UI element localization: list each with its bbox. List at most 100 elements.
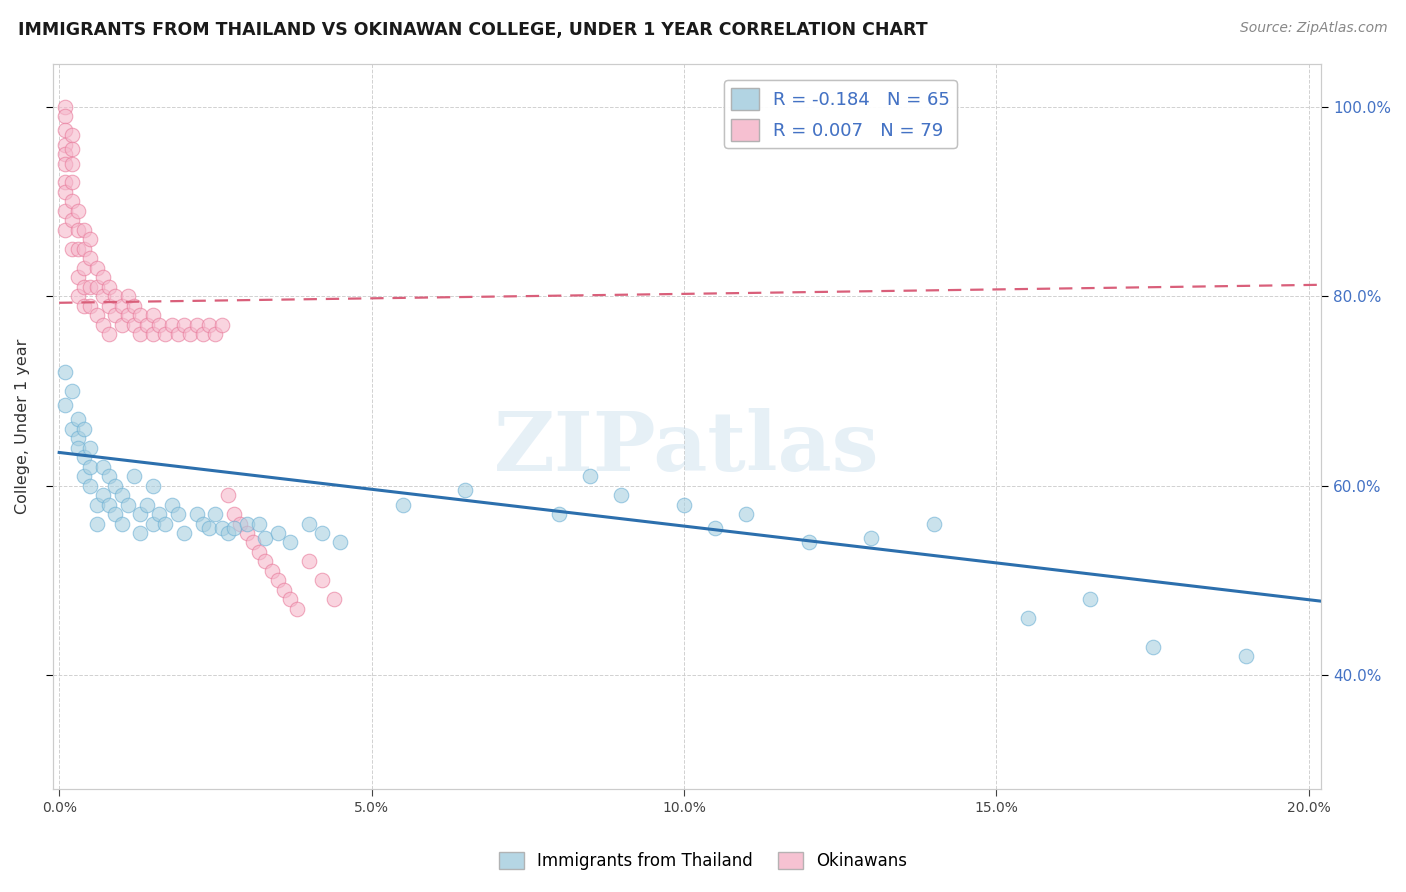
Point <box>311 574 333 588</box>
Point <box>1078 592 1101 607</box>
Point <box>735 507 758 521</box>
Point <box>73 469 96 483</box>
Point <box>73 450 96 465</box>
Point <box>167 507 190 521</box>
Point <box>217 488 239 502</box>
Point <box>60 176 83 190</box>
Point <box>235 516 257 531</box>
Point <box>129 326 152 341</box>
Point <box>91 318 114 332</box>
Point <box>86 260 108 275</box>
Point <box>1017 611 1039 625</box>
Point <box>672 498 695 512</box>
Point <box>454 483 477 498</box>
Point <box>285 601 308 615</box>
Point <box>104 289 127 303</box>
Point <box>142 516 165 531</box>
Point <box>211 521 233 535</box>
Point <box>55 100 77 114</box>
Y-axis label: College, Under 1 year: College, Under 1 year <box>15 339 30 514</box>
Point <box>98 326 121 341</box>
Point <box>55 185 77 199</box>
Point <box>278 535 301 549</box>
Point <box>60 156 83 170</box>
Point <box>60 384 83 398</box>
Point <box>86 516 108 531</box>
Point <box>247 516 270 531</box>
Point <box>167 326 190 341</box>
Point <box>66 412 89 426</box>
Point <box>217 526 239 541</box>
Point <box>73 242 96 256</box>
Point <box>73 279 96 293</box>
Point <box>142 478 165 492</box>
Point <box>186 318 208 332</box>
Point <box>122 469 145 483</box>
Point <box>55 223 77 237</box>
Point <box>173 526 195 541</box>
Point <box>704 521 727 535</box>
Point <box>254 554 277 568</box>
Point <box>186 507 208 521</box>
Text: ZIPatlas: ZIPatlas <box>495 409 880 488</box>
Point <box>211 318 233 332</box>
Point <box>66 270 89 285</box>
Point <box>579 469 602 483</box>
Point <box>98 498 121 512</box>
Point <box>111 488 134 502</box>
Point <box>254 531 277 545</box>
Point <box>79 478 101 492</box>
Point <box>79 459 101 474</box>
Point <box>922 516 945 531</box>
Point <box>191 516 214 531</box>
Point <box>267 526 290 541</box>
Point <box>66 431 89 445</box>
Point <box>610 488 633 502</box>
Point <box>98 469 121 483</box>
Point <box>142 326 165 341</box>
Point <box>198 521 221 535</box>
Point <box>73 422 96 436</box>
Point <box>311 526 333 541</box>
Point <box>60 194 83 209</box>
Point <box>111 299 134 313</box>
Point <box>104 478 127 492</box>
Point <box>160 498 183 512</box>
Text: Source: ZipAtlas.com: Source: ZipAtlas.com <box>1240 21 1388 36</box>
Legend: Immigrants from Thailand, Okinawans: Immigrants from Thailand, Okinawans <box>492 845 914 877</box>
Point <box>104 308 127 322</box>
Point <box>247 545 270 559</box>
Point <box>198 318 221 332</box>
Point <box>329 535 352 549</box>
Point <box>204 326 226 341</box>
Point <box>86 498 108 512</box>
Point <box>60 242 83 256</box>
Point <box>66 441 89 455</box>
Point <box>55 203 77 218</box>
Point <box>117 308 139 322</box>
Text: IMMIGRANTS FROM THAILAND VS OKINAWAN COLLEGE, UNDER 1 YEAR CORRELATION CHART: IMMIGRANTS FROM THAILAND VS OKINAWAN COL… <box>18 21 928 39</box>
Point <box>298 516 321 531</box>
Point <box>298 554 321 568</box>
Point <box>79 441 101 455</box>
Point <box>60 128 83 142</box>
Point <box>260 564 283 578</box>
Point <box>79 299 101 313</box>
Point <box>55 109 77 123</box>
Point <box>142 308 165 322</box>
Point <box>86 308 108 322</box>
Point <box>60 142 83 156</box>
Point <box>91 459 114 474</box>
Point <box>1234 649 1257 664</box>
Point <box>91 270 114 285</box>
Point <box>273 582 295 597</box>
Point <box>66 203 89 218</box>
Point <box>55 365 77 379</box>
Point <box>122 299 145 313</box>
Point <box>55 176 77 190</box>
Point <box>129 526 152 541</box>
Point <box>224 521 246 535</box>
Point <box>117 498 139 512</box>
Point <box>98 279 121 293</box>
Point <box>66 223 89 237</box>
